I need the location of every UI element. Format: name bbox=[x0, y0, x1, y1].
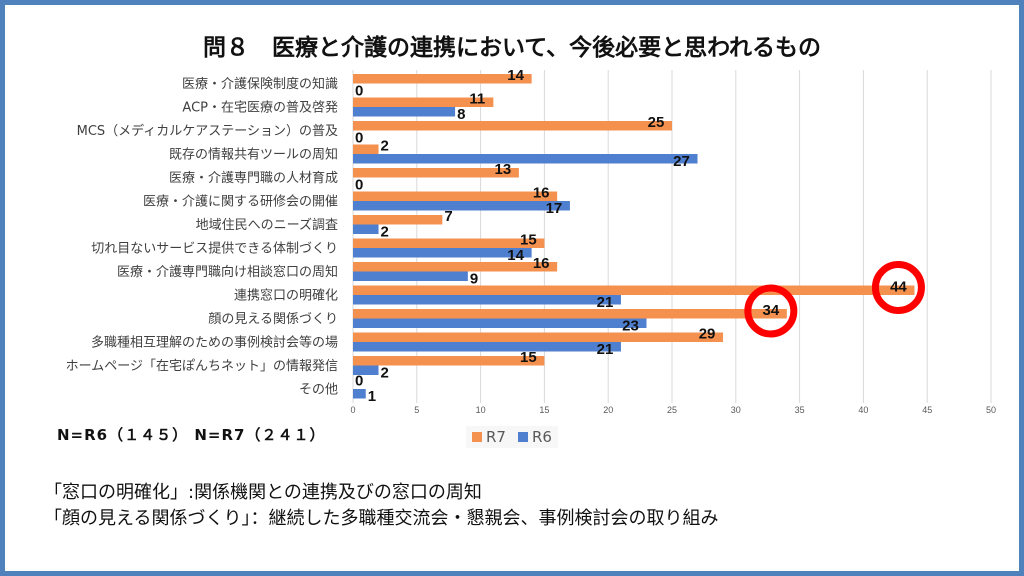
data-label: 14 bbox=[507, 247, 524, 264]
highlight-circle bbox=[871, 261, 925, 314]
data-label: 29 bbox=[699, 326, 716, 343]
category-label: ホームページ「在宅ぽんちネット」の情報発信 bbox=[66, 359, 338, 374]
x-tick-label: 0 bbox=[350, 405, 355, 415]
bar-r7 bbox=[353, 215, 443, 225]
data-label: 11 bbox=[469, 91, 485, 108]
data-label: 2 bbox=[381, 138, 389, 155]
bar-r7 bbox=[353, 309, 787, 319]
data-label: 13 bbox=[495, 161, 512, 178]
x-tick-label: 25 bbox=[667, 405, 677, 415]
category-label: 切れ目ないサービス提供できる体制づくり bbox=[91, 241, 338, 257]
x-tick-label: 35 bbox=[795, 405, 805, 415]
bar-r7 bbox=[353, 144, 379, 154]
category-label: 医療・介護に関する研修会の開催 bbox=[143, 194, 338, 210]
sample-size: N=R6（１４５） N=R7（２４１） bbox=[57, 424, 325, 445]
category-label: 地域住民へのニーズ調査 bbox=[196, 217, 338, 233]
x-tick-label: 15 bbox=[539, 405, 549, 415]
x-tick-label: 30 bbox=[731, 405, 741, 415]
data-label: 44 bbox=[890, 279, 907, 296]
bar-r7 bbox=[353, 238, 545, 248]
bar-r6 bbox=[353, 248, 532, 258]
x-tick-label: 20 bbox=[603, 405, 613, 415]
page-title: 問８ 医療と介護の連携において、今後必要と思われるもの bbox=[202, 35, 821, 61]
data-label: 2 bbox=[381, 365, 389, 382]
data-label: 16 bbox=[533, 255, 550, 272]
data-label: 0 bbox=[355, 373, 363, 390]
bar-r6 bbox=[353, 224, 379, 234]
data-label: 16 bbox=[533, 185, 550, 202]
bar-r7 bbox=[353, 285, 915, 295]
bar-r6 bbox=[353, 271, 468, 281]
data-label: 2 bbox=[381, 224, 389, 241]
category-label: MCS（メディカルケアステーション）の普及 bbox=[77, 123, 338, 139]
bar-r6 bbox=[353, 342, 621, 352]
bar-r7 bbox=[353, 191, 558, 201]
data-label: 23 bbox=[622, 318, 639, 335]
category-label: 連携窓口の明確化 bbox=[234, 288, 338, 304]
x-tick-label: 5 bbox=[414, 405, 419, 415]
x-tick-label: 50 bbox=[986, 405, 996, 415]
category-label: 多職種相互理解のための事例検討会等の場 bbox=[91, 335, 338, 351]
category-label: 顔の見える関係づくり bbox=[208, 312, 338, 327]
legend-item-r7: R7 bbox=[472, 428, 506, 446]
category-label: 医療・介護専門職の人材育成 bbox=[169, 170, 338, 186]
bar-r7 bbox=[353, 121, 672, 131]
data-label: 17 bbox=[546, 200, 563, 217]
data-label: 21 bbox=[597, 294, 614, 311]
category-label: 医療・介護保険制度の知識 bbox=[182, 76, 338, 92]
bar-r7 bbox=[353, 97, 494, 107]
data-label: 1 bbox=[368, 388, 376, 405]
bar-r7 bbox=[353, 74, 532, 84]
bar-r6 bbox=[353, 318, 647, 328]
bar-r6 bbox=[353, 295, 621, 305]
data-label: 0 bbox=[355, 83, 363, 100]
n-r7: N=R7（２４１） bbox=[194, 426, 326, 444]
data-label: 27 bbox=[673, 153, 690, 170]
bar-r6 bbox=[353, 389, 366, 399]
data-label: 8 bbox=[457, 106, 465, 123]
x-tick-label: 10 bbox=[476, 405, 486, 415]
data-label: 14 bbox=[507, 67, 524, 84]
bar-r6 bbox=[353, 365, 379, 375]
n-r6: N=R6（１４５） bbox=[57, 426, 189, 444]
category-label: ACP・在宅医療の普及啓発 bbox=[182, 101, 338, 116]
data-label: 9 bbox=[470, 271, 478, 288]
data-label: 0 bbox=[355, 177, 363, 194]
x-tick-label: 40 bbox=[858, 405, 868, 415]
chart-legend: R7 R6 bbox=[466, 426, 558, 448]
data-label: 15 bbox=[520, 232, 537, 249]
data-label: 21 bbox=[597, 341, 614, 358]
bar-r7 bbox=[353, 168, 519, 178]
bar-r6 bbox=[353, 107, 456, 117]
bar-r7 bbox=[353, 332, 724, 342]
bar-r6 bbox=[353, 154, 698, 164]
data-label: 15 bbox=[520, 349, 537, 366]
data-label: 7 bbox=[444, 208, 452, 225]
bar-r6 bbox=[353, 201, 570, 211]
category-label: その他 bbox=[299, 383, 338, 398]
legend-item-r6: R6 bbox=[517, 428, 552, 446]
note-2: 「顔の見える関係づくり」：継続した多職種交流会・懇親会、事例検討会の取り組み bbox=[44, 508, 719, 529]
category-label: 既存の情報共有ツールの周知 bbox=[169, 147, 338, 163]
category-label: 医療・介護専門職向け相談窓口の周知 bbox=[117, 264, 338, 280]
note-1: 「窓口の明確化」:関係機関との連携及びの窓口の周知 bbox=[44, 482, 482, 503]
highlight-circle bbox=[744, 284, 798, 338]
bar-r7 bbox=[353, 356, 545, 366]
bar-r7 bbox=[353, 262, 558, 272]
data-label: 25 bbox=[648, 114, 665, 131]
x-tick-label: 45 bbox=[922, 405, 932, 415]
data-label: 0 bbox=[355, 130, 363, 147]
data-label: 34 bbox=[762, 302, 779, 319]
